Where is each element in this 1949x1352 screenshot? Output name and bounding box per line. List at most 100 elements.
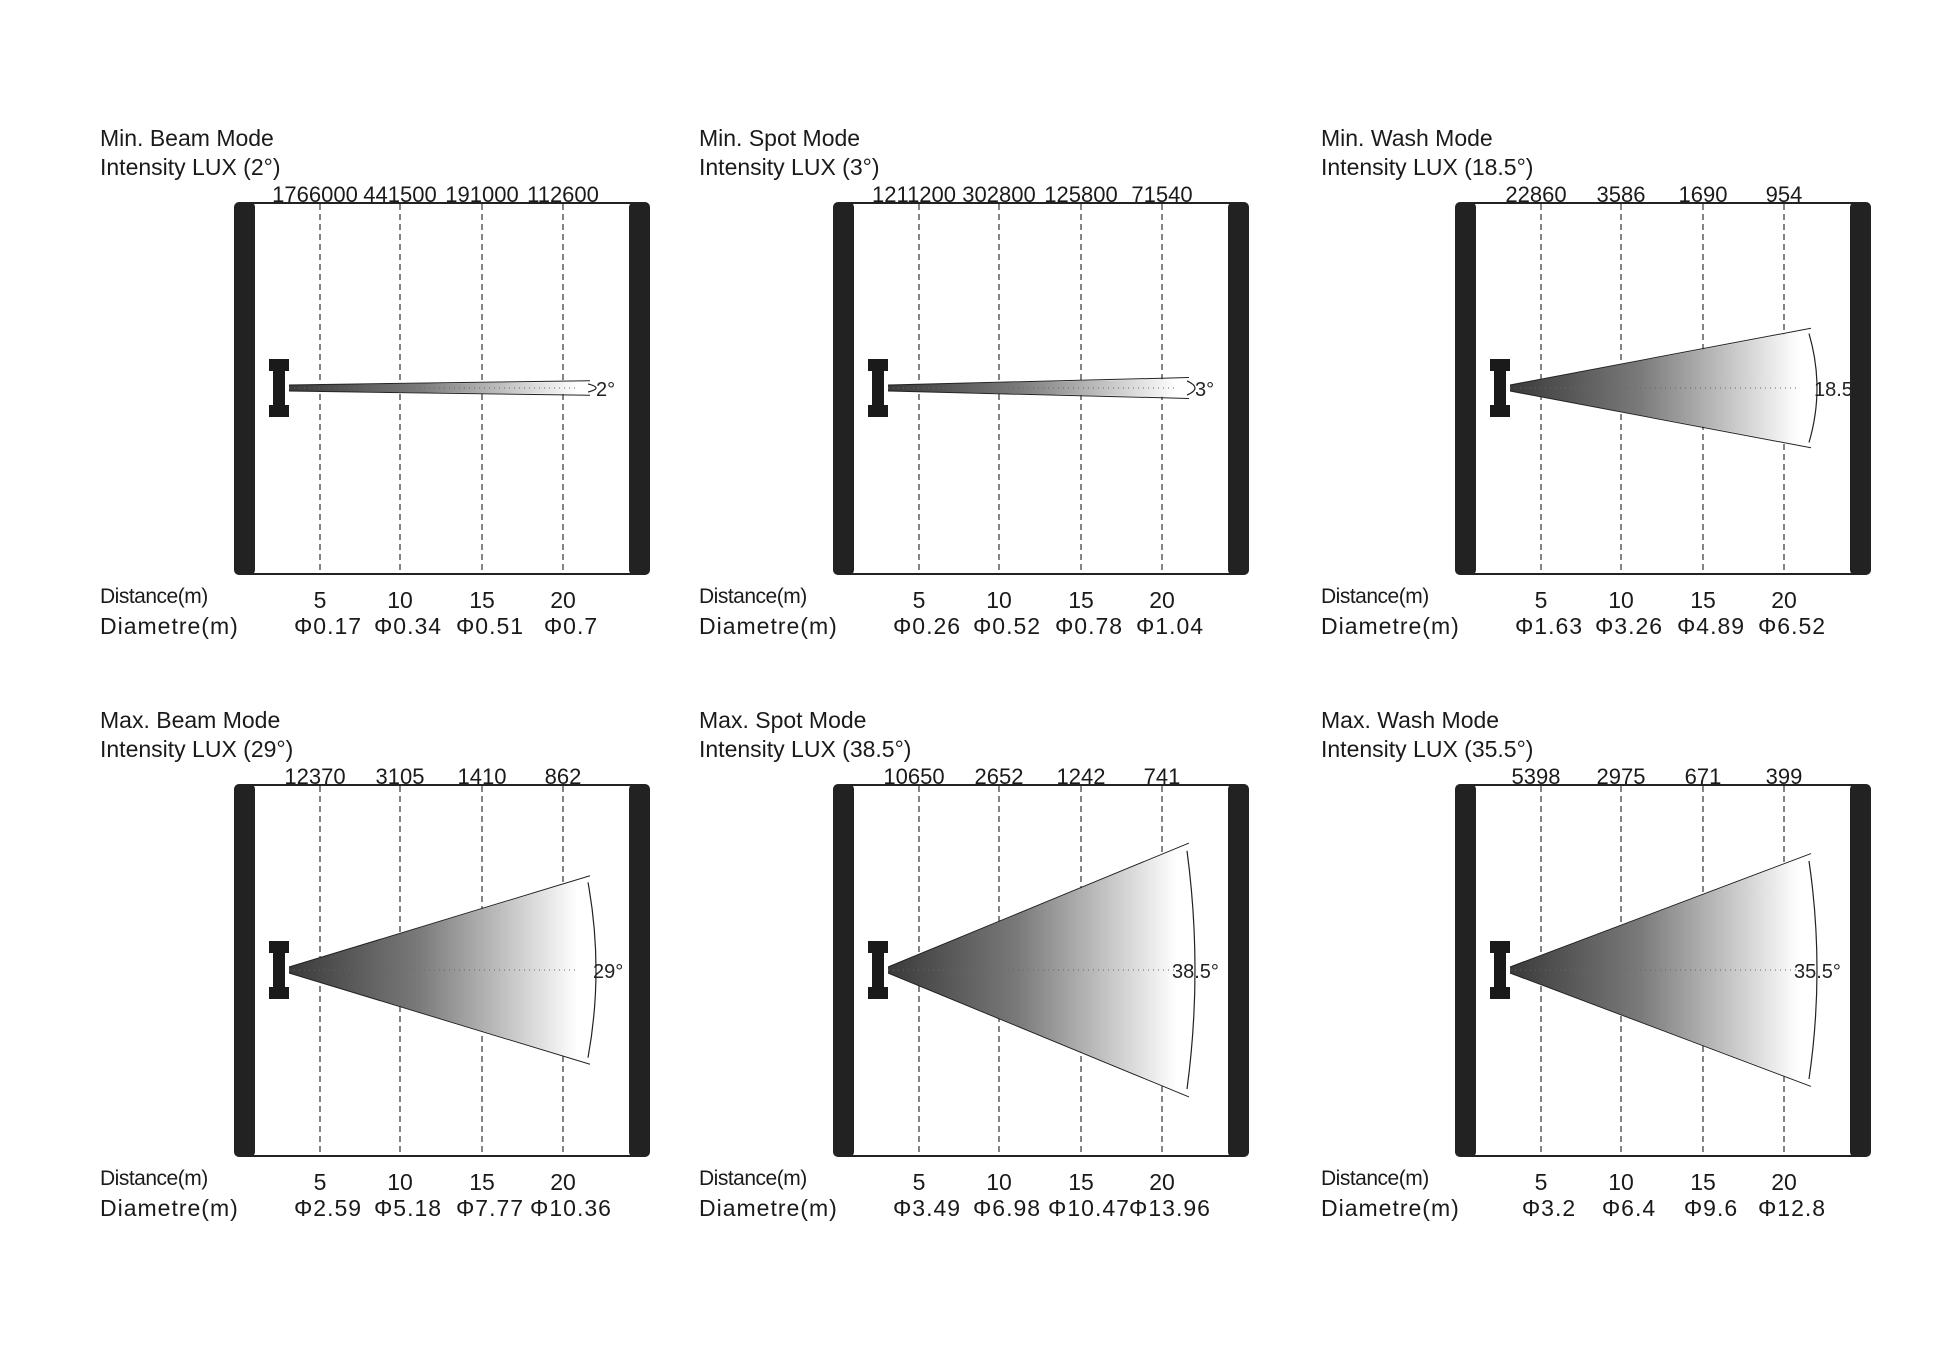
distance-value: 15 bbox=[1068, 1169, 1094, 1195]
distance-label: Distance(m) bbox=[699, 585, 807, 608]
right-wall bbox=[1228, 202, 1249, 575]
left-wall bbox=[833, 784, 854, 1157]
angle-arc bbox=[587, 882, 597, 1058]
distance-value: 5 bbox=[912, 1169, 926, 1195]
distance-value: 10 bbox=[986, 587, 1012, 613]
diameter-value: Φ10.36 bbox=[530, 1195, 612, 1221]
diagram-title: Min. Spot Mode bbox=[699, 125, 861, 151]
beam-diagram: Min. Wash Mode Intensity LUX (18.5°) 22860… bbox=[1321, 125, 1881, 645]
distance-value: 10 bbox=[1608, 1169, 1634, 1195]
angle-arc bbox=[1186, 850, 1196, 1090]
diameter-value: Φ6.98 bbox=[972, 1195, 1042, 1221]
beam-edge bbox=[1509, 327, 1812, 386]
beam-diagram: Min. Spot Mode Intensity LUX (3°) 1211200 3… bbox=[699, 125, 1259, 645]
diagram-subtitle: Intensity LUX (38.5°) bbox=[699, 736, 912, 762]
distance-value: 10 bbox=[1608, 587, 1634, 613]
beam-edge bbox=[1509, 390, 1812, 449]
beam-edge bbox=[887, 972, 1190, 1098]
distance-label: Distance(m) bbox=[1321, 585, 1429, 608]
angle-arc bbox=[1808, 333, 1818, 443]
diameter-label: Diametre(m) bbox=[1321, 613, 1460, 639]
left-wall bbox=[234, 784, 255, 1157]
beam-edge bbox=[887, 842, 1190, 968]
diameter-value: Φ10.47 bbox=[1048, 1195, 1130, 1221]
angle-arc bbox=[1808, 860, 1818, 1080]
diameter-value: Φ12.8 bbox=[1757, 1195, 1827, 1221]
beam-diagram: Max. Beam Mode Intensity LUX (29°) 12370 31… bbox=[100, 707, 660, 1227]
diameter-value: Φ3.49 bbox=[892, 1195, 962, 1221]
distance-label: Distance(m) bbox=[1321, 1167, 1429, 1190]
fixture-icon bbox=[868, 941, 888, 999]
distance-value: 5 bbox=[313, 587, 327, 613]
angle-label: 3° bbox=[1195, 379, 1214, 401]
fixture-icon bbox=[269, 359, 289, 417]
diameter-value: Φ0.52 bbox=[972, 613, 1042, 639]
right-wall bbox=[629, 784, 650, 1157]
beam-panel: 35.5° bbox=[1455, 784, 1871, 1157]
beam-edge bbox=[887, 390, 1190, 399]
distance-value: 5 bbox=[1534, 1169, 1548, 1195]
angle-label: 29° bbox=[593, 961, 623, 983]
distance-value: 20 bbox=[1149, 1169, 1175, 1195]
diameter-value: Φ4.89 bbox=[1676, 613, 1746, 639]
diagram-subtitle: Intensity LUX (29°) bbox=[100, 736, 294, 762]
fixture-icon bbox=[868, 359, 888, 417]
diameter-value: Φ7.77 bbox=[455, 1195, 525, 1221]
diameter-value: Φ3.2 bbox=[1521, 1195, 1577, 1221]
distance-value: 20 bbox=[550, 587, 576, 613]
fixture-icon bbox=[269, 941, 289, 999]
right-wall bbox=[1228, 784, 1249, 1157]
beam-edge bbox=[288, 972, 591, 1065]
beam-edge bbox=[288, 390, 591, 396]
diagram-title: Min. Beam Mode bbox=[100, 125, 274, 151]
fixture-icon bbox=[1490, 941, 1510, 999]
left-wall bbox=[1455, 202, 1476, 575]
diameter-label: Diametre(m) bbox=[699, 613, 838, 639]
diameter-value: Φ13.96 bbox=[1129, 1195, 1211, 1221]
diameter-value: Φ0.78 bbox=[1054, 613, 1124, 639]
beam-diagram: Min. Beam Mode Intensity LUX (2°) 1766000 4… bbox=[100, 125, 660, 645]
diameter-value: Φ3.26 bbox=[1594, 613, 1664, 639]
distance-value: 15 bbox=[1690, 1169, 1716, 1195]
distance-value: 20 bbox=[1771, 1169, 1797, 1195]
diameter-value: Φ0.34 bbox=[373, 613, 443, 639]
beam-panel: 3° bbox=[833, 202, 1249, 575]
angle-arc bbox=[587, 383, 597, 393]
diagram-subtitle: Intensity LUX (3°) bbox=[699, 154, 880, 180]
distance-label: Distance(m) bbox=[100, 1167, 208, 1190]
diameter-value: Φ0.51 bbox=[455, 613, 525, 639]
diagram-subtitle: Intensity LUX (18.5°) bbox=[1321, 154, 1534, 180]
diagram-title: Max. Beam Mode bbox=[100, 707, 281, 733]
diagram-title: Max. Wash Mode bbox=[1321, 707, 1500, 733]
angle-arc bbox=[1186, 380, 1196, 396]
fixture-icon bbox=[1490, 359, 1510, 417]
diameter-value: Φ0.7 bbox=[543, 613, 599, 639]
diameter-value: Φ1.04 bbox=[1135, 613, 1205, 639]
diameter-label: Diametre(m) bbox=[1321, 1195, 1460, 1221]
diameter-value: Φ2.59 bbox=[293, 1195, 363, 1221]
diagram-title: Min. Wash Mode bbox=[1321, 125, 1493, 151]
diameter-value: Φ6.52 bbox=[1757, 613, 1827, 639]
diameter-value: Φ1.63 bbox=[1514, 613, 1584, 639]
light-beam bbox=[1510, 331, 1799, 445]
beam-panel: 29° bbox=[234, 784, 650, 1157]
distance-value: 5 bbox=[912, 587, 926, 613]
angle-label: 35.5° bbox=[1794, 961, 1841, 983]
beam-panel: 2° bbox=[234, 202, 650, 575]
beam-edge bbox=[288, 875, 591, 968]
distance-value: 10 bbox=[986, 1169, 1012, 1195]
distance-value: 20 bbox=[550, 1169, 576, 1195]
left-wall bbox=[833, 202, 854, 575]
light-beam bbox=[289, 381, 578, 395]
distance-value: 20 bbox=[1149, 587, 1175, 613]
light-beam bbox=[888, 848, 1177, 1092]
light-beam bbox=[888, 378, 1177, 398]
beam-edge bbox=[887, 377, 1190, 386]
distance-value: 15 bbox=[469, 1169, 495, 1195]
distance-value: 15 bbox=[1068, 587, 1094, 613]
right-wall bbox=[1850, 202, 1871, 575]
beam-panel: 18.5° bbox=[1455, 202, 1871, 575]
diagram-subtitle: Intensity LUX (2°) bbox=[100, 154, 281, 180]
beam-edge bbox=[1509, 853, 1812, 968]
angle-label: 38.5° bbox=[1172, 961, 1219, 983]
